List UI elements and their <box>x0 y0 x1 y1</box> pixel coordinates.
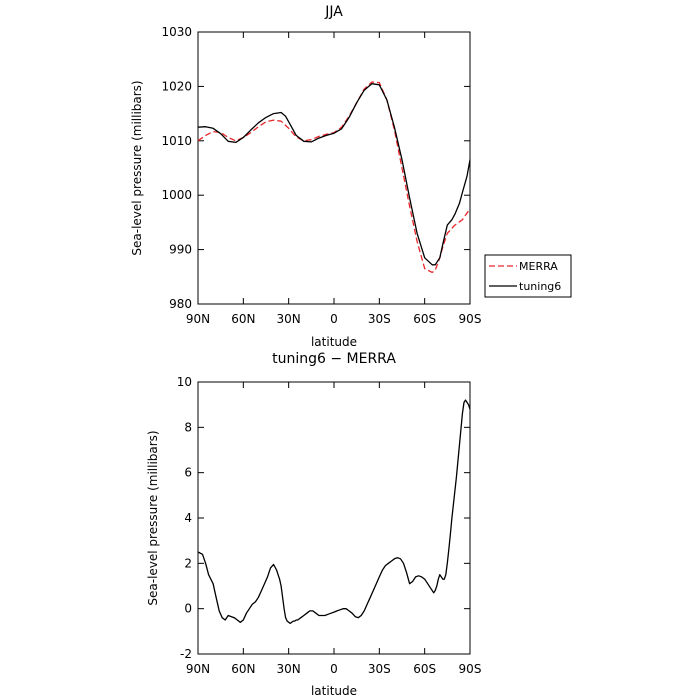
top-ytick-label: 1020 <box>161 79 192 93</box>
bottom-chart-frame <box>197 381 471 655</box>
bottom-xtick-label: 60N <box>231 662 255 676</box>
bottom-xtick-label: 30S <box>368 662 391 676</box>
top-series-line-tuning6 <box>197 83 471 266</box>
bottom-ytick-label: -2 <box>180 647 192 661</box>
top-ytick-label: 1030 <box>161 25 192 39</box>
top-xtick-label: 90S <box>459 312 482 326</box>
top-series-line-merra <box>197 81 471 274</box>
top-chart-frame <box>197 31 471 305</box>
top-xtick-label: 60S <box>413 312 436 326</box>
bottom-chart-xlabel: latitude <box>311 684 357 698</box>
bottom-chart-panel: tuning6 − MERRA 90N 60N 30N 0 30S 60S 90S -2 0 2… <box>146 351 481 698</box>
bottom-xtick-label: 0 <box>330 662 338 676</box>
bottom-ytick-label: 4 <box>184 511 192 525</box>
top-xtick-label: 60N <box>231 312 255 326</box>
bottom-chart-title: tuning6 − MERRA <box>272 351 396 367</box>
top-ytick-label: 980 <box>169 297 192 311</box>
bottom-ytick-label: 10 <box>177 375 192 389</box>
top-xtick-label: 30S <box>368 312 391 326</box>
top-chart-title: JJA <box>324 4 343 20</box>
top-ytick-label: 1000 <box>161 188 192 202</box>
bottom-ytick-label: 2 <box>184 556 192 570</box>
legend-label-merra: MERRA <box>519 260 558 273</box>
bottom-ytick-label: 6 <box>184 466 192 480</box>
bottom-series-line-difference <box>197 399 471 625</box>
bottom-xtick-label: 30N <box>277 662 301 676</box>
top-chart-panel: JJA 90N 60N 30N 0 30S 60S 90S 980 990 1000 1010 10… <box>130 4 572 349</box>
top-xtick-label: 0 <box>330 312 338 326</box>
bottom-ytick-label: 8 <box>184 420 192 434</box>
top-xtick-label: 30N <box>277 312 301 326</box>
legend-label-tuning6: tuning6 <box>519 280 561 293</box>
bottom-chart-ylabel: Sea-level pressure (millibars) <box>146 430 160 605</box>
top-chart-xlabel: latitude <box>311 335 357 349</box>
top-ytick-label: 1010 <box>161 134 192 148</box>
bottom-ytick-label: 0 <box>184 602 192 616</box>
top-ytick-label: 990 <box>169 243 192 257</box>
legend-box <box>484 254 572 298</box>
top-chart-ylabel: Sea-level pressure (millibars) <box>130 80 144 255</box>
bottom-xtick-label: 90S <box>459 662 482 676</box>
bottom-xtick-label: 60S <box>413 662 436 676</box>
bottom-xtick-label: 90N <box>186 662 210 676</box>
top-chart-legend: MERRA tuning6 <box>484 254 572 298</box>
top-xtick-label: 90N <box>186 312 210 326</box>
